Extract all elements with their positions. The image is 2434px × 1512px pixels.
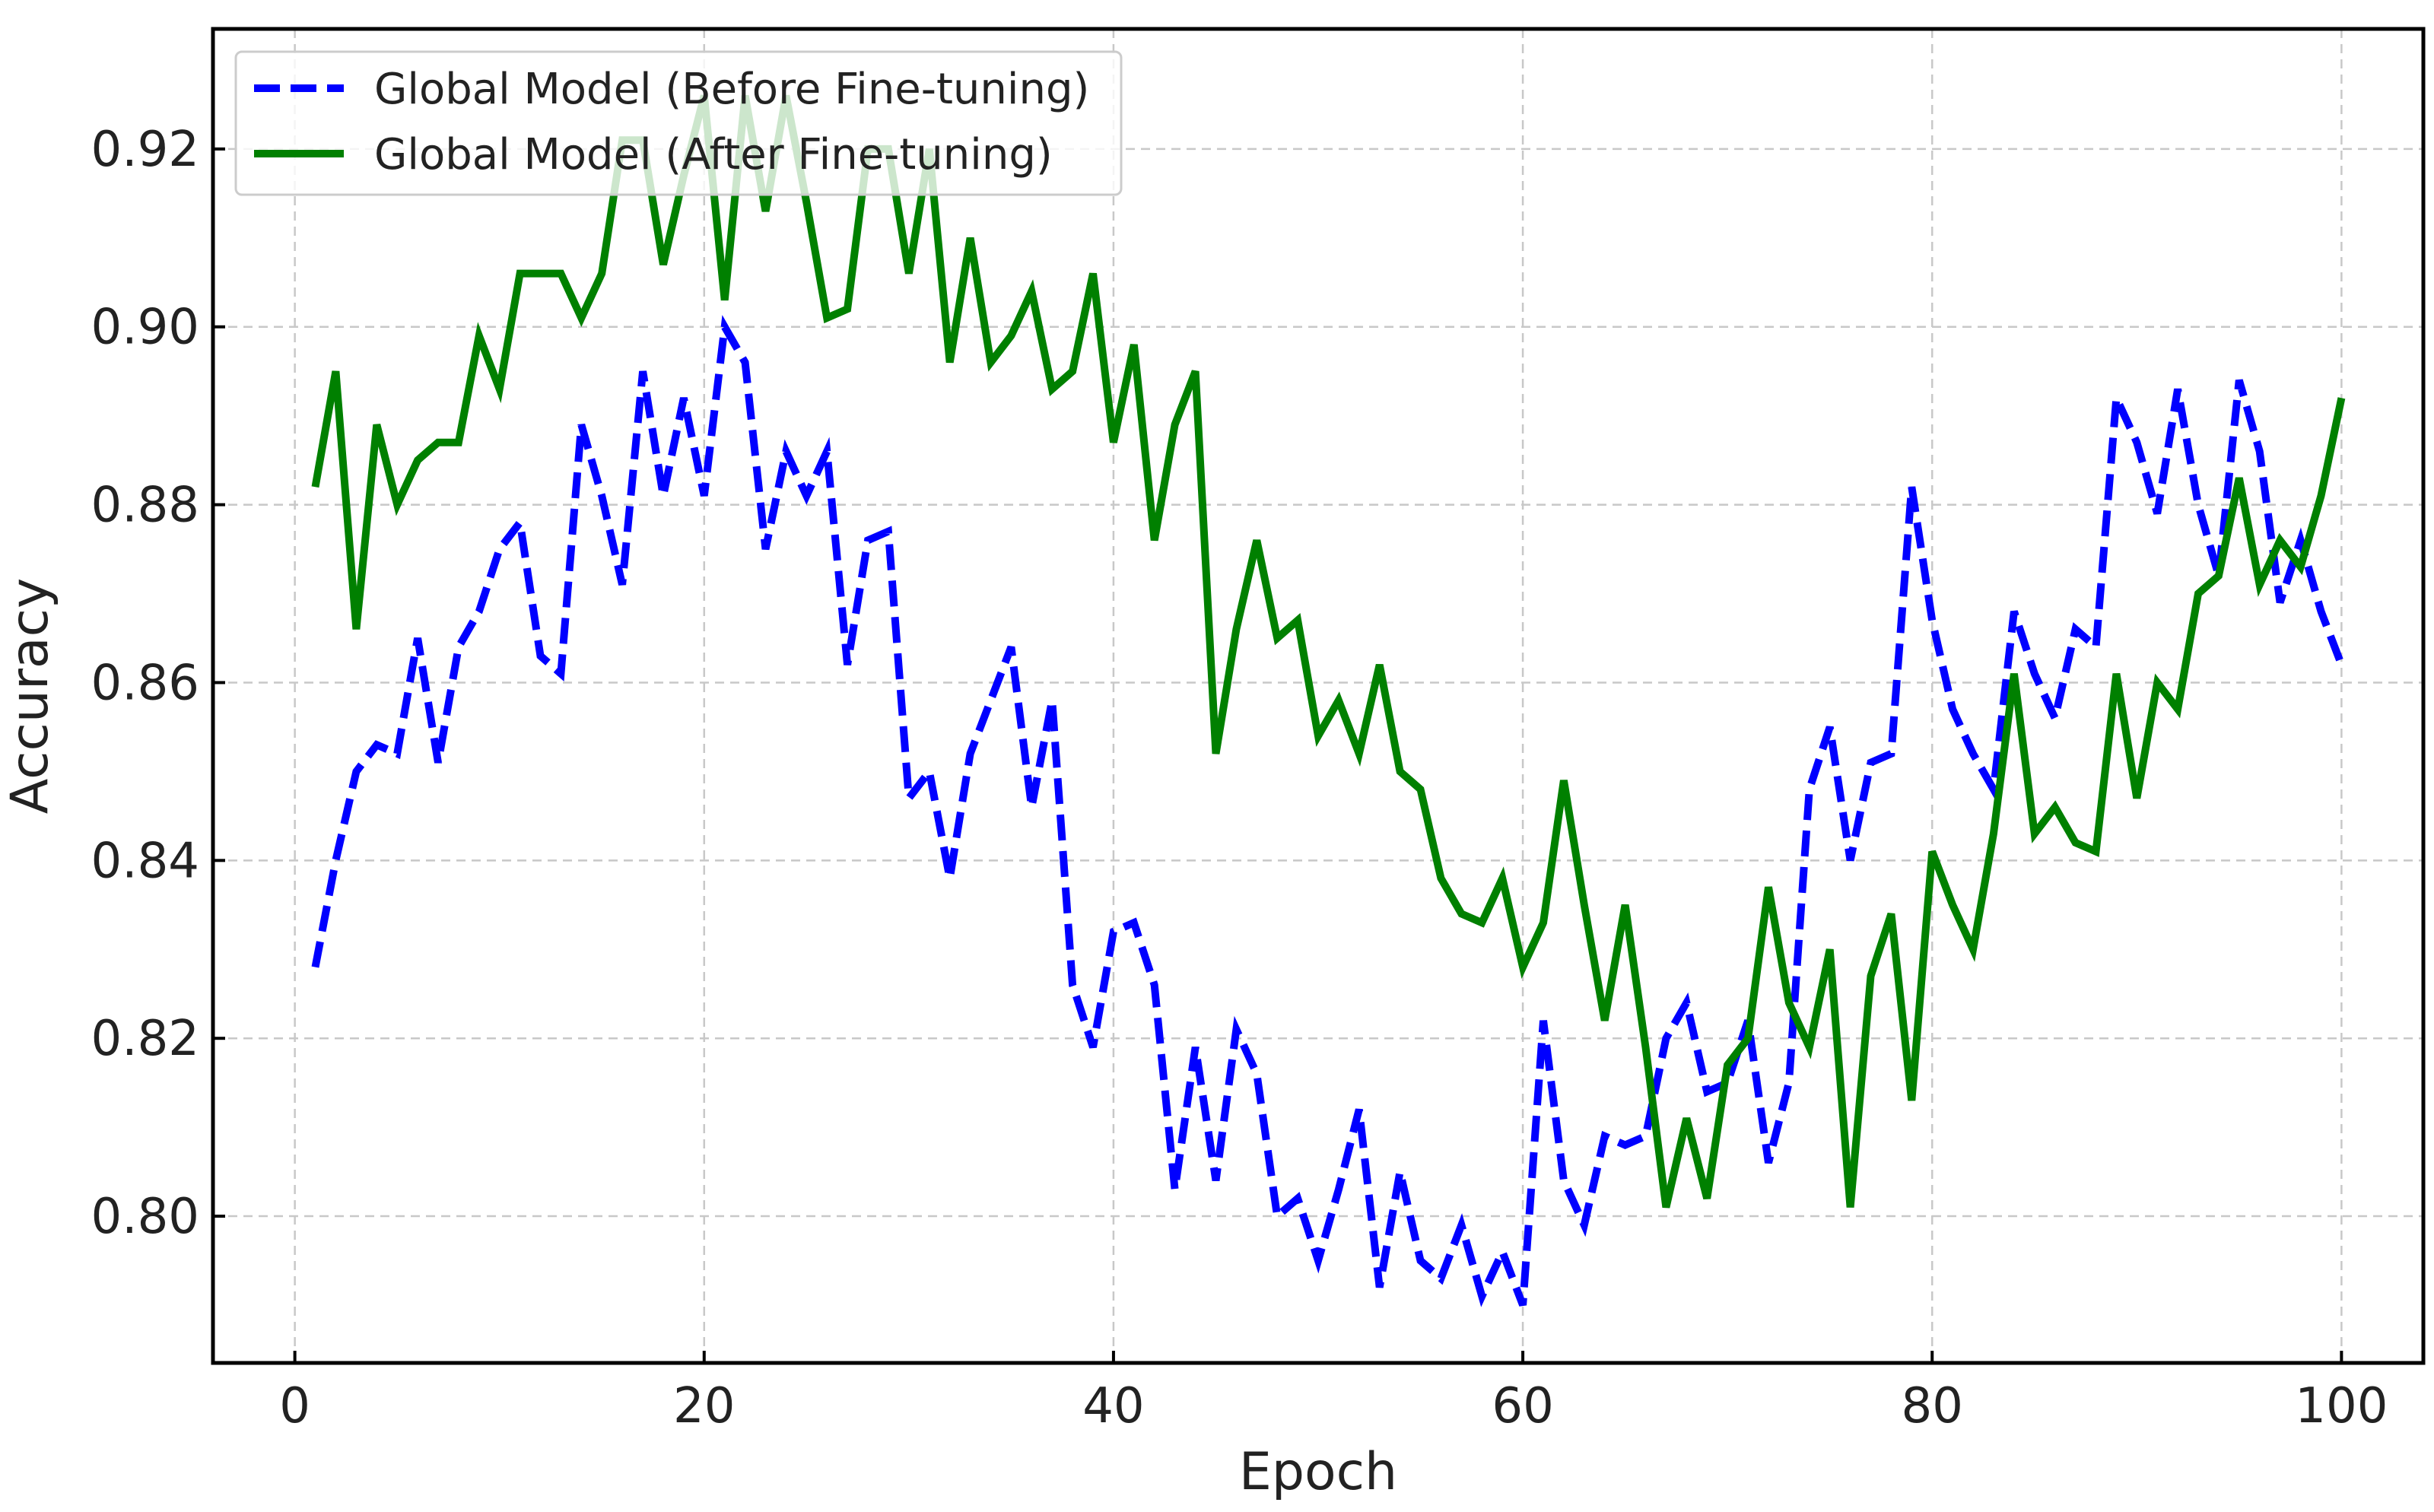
legend-box bbox=[234, 50, 1123, 196]
y-tick-label: 0.84 bbox=[91, 833, 200, 889]
y-tick-label: 0.92 bbox=[91, 122, 200, 178]
y-tick-label: 0.90 bbox=[91, 300, 200, 356]
x-tick-label: 80 bbox=[1902, 1378, 1963, 1434]
y-tick-label: 0.80 bbox=[91, 1189, 200, 1245]
series-group bbox=[311, 94, 2346, 1307]
x-tick-label: 0 bbox=[279, 1378, 310, 1434]
legend-label-after: Global Model (After Fine-tuning) bbox=[374, 130, 1053, 179]
y-tick-label: 0.88 bbox=[91, 478, 200, 534]
legend-label-before: Global Model (Before Fine-tuning) bbox=[374, 65, 1089, 114]
x-tick-label: 20 bbox=[673, 1378, 735, 1434]
x-tick-label: 40 bbox=[1082, 1378, 1144, 1434]
x-tick-label: 100 bbox=[2295, 1378, 2388, 1434]
axis-ticks: 0 20 40 60 80 100 0.80 0.82 0.84 0.86 0.88 0.90 0.92 bbox=[91, 122, 2388, 1434]
x-tick-label: 60 bbox=[1492, 1378, 1553, 1434]
y-tick-label: 0.86 bbox=[91, 655, 200, 711]
series-line-after bbox=[311, 94, 2346, 1209]
legend: Global Model (Before Fine-tuning) Global… bbox=[234, 50, 1123, 196]
series-line-before bbox=[311, 315, 2346, 1307]
y-axis-label: Accuracy bbox=[0, 578, 60, 814]
plot-frame bbox=[211, 27, 2426, 1365]
y-tick-label: 0.82 bbox=[91, 1011, 200, 1067]
x-axis-label: Epoch bbox=[1239, 1442, 1397, 1502]
